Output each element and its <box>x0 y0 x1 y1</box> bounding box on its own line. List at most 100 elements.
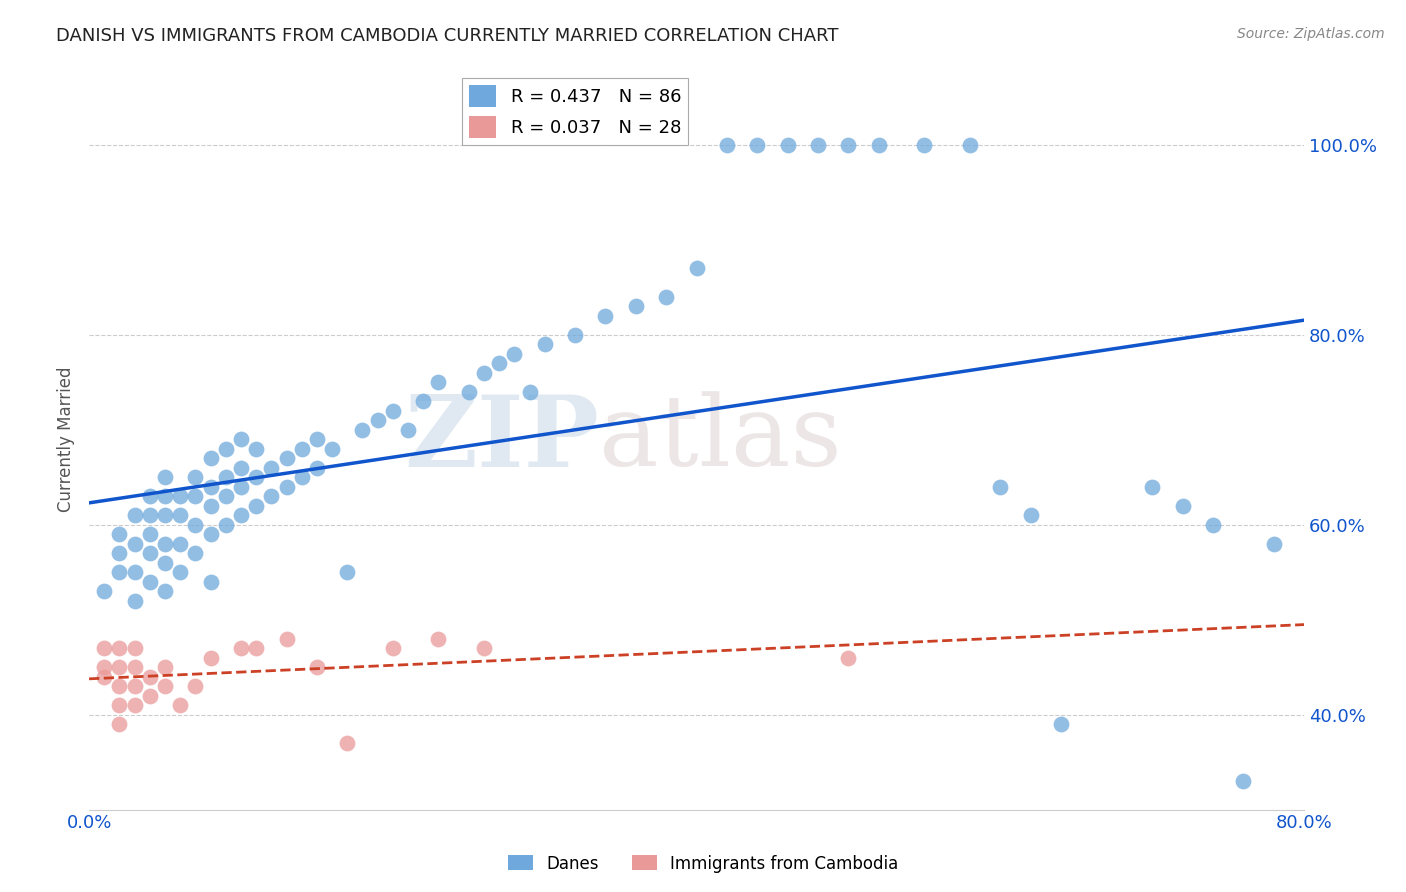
Text: atlas: atlas <box>599 391 842 487</box>
Point <box>776 137 799 152</box>
Point <box>139 527 162 541</box>
Point <box>260 489 283 503</box>
Point <box>184 470 207 484</box>
Point <box>93 584 115 599</box>
Point <box>200 450 222 465</box>
Point <box>215 489 238 503</box>
Point <box>959 137 981 152</box>
Point <box>108 679 131 693</box>
Point <box>396 423 419 437</box>
Point <box>457 384 479 399</box>
Point <box>124 660 146 674</box>
Point <box>108 565 131 579</box>
Point <box>1171 499 1194 513</box>
Point <box>1232 774 1254 789</box>
Point <box>139 546 162 560</box>
Point <box>139 508 162 522</box>
Point <box>169 536 191 550</box>
Point <box>169 489 191 503</box>
Point <box>184 546 207 560</box>
Point <box>1050 717 1073 731</box>
Point <box>139 669 162 683</box>
Legend: R = 0.437   N = 86, R = 0.037   N = 28: R = 0.437 N = 86, R = 0.037 N = 28 <box>461 78 689 145</box>
Point <box>153 556 176 570</box>
Point <box>837 137 859 152</box>
Point <box>276 450 298 465</box>
Point <box>381 403 404 417</box>
Legend: Danes, Immigrants from Cambodia: Danes, Immigrants from Cambodia <box>501 848 905 880</box>
Point <box>427 375 450 389</box>
Point <box>215 517 238 532</box>
Point <box>229 432 252 446</box>
Point <box>108 717 131 731</box>
Point <box>1263 536 1285 550</box>
Point <box>184 489 207 503</box>
Point <box>139 489 162 503</box>
Y-axis label: Currently Married: Currently Married <box>58 367 75 512</box>
Point <box>229 640 252 655</box>
Point <box>1019 508 1042 522</box>
Point <box>93 660 115 674</box>
Point <box>200 479 222 493</box>
Point <box>153 584 176 599</box>
Point <box>108 546 131 560</box>
Point <box>655 289 678 303</box>
Point <box>153 489 176 503</box>
Point <box>305 432 328 446</box>
Point <box>153 660 176 674</box>
Point <box>153 536 176 550</box>
Point <box>108 660 131 674</box>
Point <box>245 442 267 456</box>
Point <box>807 137 830 152</box>
Point <box>215 470 238 484</box>
Point <box>305 660 328 674</box>
Point <box>427 632 450 646</box>
Point <box>305 460 328 475</box>
Point <box>245 470 267 484</box>
Point <box>200 650 222 665</box>
Point <box>153 508 176 522</box>
Point <box>367 413 389 427</box>
Point <box>169 508 191 522</box>
Point <box>472 366 495 380</box>
Point <box>276 632 298 646</box>
Point <box>595 309 617 323</box>
Point <box>685 260 707 275</box>
Point <box>291 442 314 456</box>
Point <box>200 527 222 541</box>
Point <box>503 346 526 360</box>
Point <box>124 565 146 579</box>
Point <box>124 640 146 655</box>
Point <box>381 640 404 655</box>
Point <box>93 640 115 655</box>
Point <box>108 527 131 541</box>
Point <box>412 394 434 409</box>
Point <box>747 137 769 152</box>
Point <box>519 384 541 399</box>
Point <box>124 679 146 693</box>
Point <box>1140 479 1163 493</box>
Point <box>153 679 176 693</box>
Point <box>124 593 146 607</box>
Point <box>93 669 115 683</box>
Point <box>988 479 1011 493</box>
Point <box>352 423 374 437</box>
Point <box>184 517 207 532</box>
Point <box>139 689 162 703</box>
Point <box>472 640 495 655</box>
Point <box>291 470 314 484</box>
Point <box>837 650 859 665</box>
Point <box>108 698 131 712</box>
Point <box>716 137 738 152</box>
Point <box>868 137 890 152</box>
Point <box>215 442 238 456</box>
Text: ZIP: ZIP <box>405 391 599 488</box>
Point <box>336 565 359 579</box>
Point <box>488 356 510 370</box>
Point <box>533 337 555 351</box>
Point <box>124 698 146 712</box>
Point <box>139 574 162 589</box>
Point <box>245 499 267 513</box>
Point <box>169 698 191 712</box>
Point <box>624 299 647 313</box>
